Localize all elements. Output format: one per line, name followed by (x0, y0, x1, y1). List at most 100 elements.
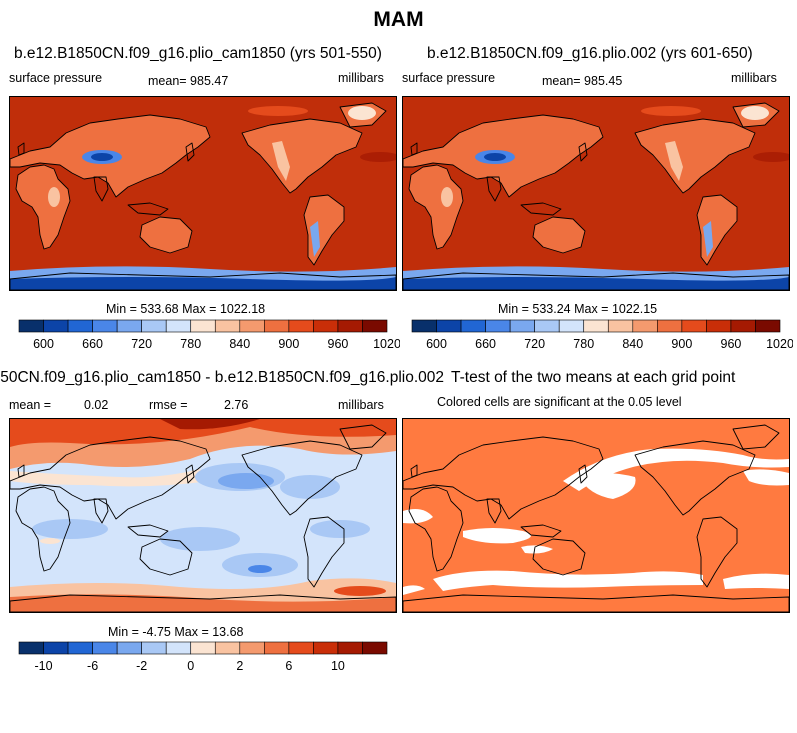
coastline-antarctica (403, 272, 789, 290)
colorbar-tick-label: 600 (426, 337, 447, 351)
panel1-colorbar-svg: 600 660 720 780 840 900 960 1020 (18, 319, 400, 351)
colorbar-box (288, 641, 314, 655)
colorbar-box (362, 641, 388, 655)
colorbar-box (607, 319, 634, 333)
colorbar-tick-label: 660 (82, 337, 103, 351)
panel3-title: b.e12.B1850CN.f09_g16.plio_cam1850 - b.e… (0, 369, 444, 386)
colorbar-box (534, 319, 560, 333)
coastline-southamerica (696, 194, 738, 266)
colorbar-tick-label: 1020 (766, 337, 793, 351)
panel4-subtitle: Colored cells are significant at the 0.0… (437, 395, 682, 409)
not-significant-cells (403, 448, 789, 595)
panel3-minmax: Min = -4.75 Max = 13.68 (108, 625, 244, 639)
colorbar-box (558, 319, 585, 333)
coastline-japan (578, 464, 588, 484)
colorbar-box (411, 319, 437, 333)
coastline-india (486, 176, 502, 202)
panel1-variable-label: surface pressure (9, 71, 103, 85)
coastline-greenland (339, 102, 387, 128)
colorbar-tick-label: 6 (285, 659, 292, 673)
colorbar-box (264, 319, 290, 333)
panel1-units-label: millibars (338, 71, 384, 85)
coastline-southamerica (303, 194, 345, 266)
colorbar-box (583, 319, 609, 333)
colorbar-box (681, 319, 707, 333)
coastline-eurasia (10, 114, 211, 198)
panel3-title-clip: b.e12.B1850CN.f09_g16.plio_cam1850 - b.e… (0, 368, 450, 390)
coastline-eurasia (403, 114, 604, 198)
coastline-india (93, 498, 109, 524)
colorbar-tick-label: -6 (87, 659, 98, 673)
panel3-colorbar-svg: -10 -6 -2 0 2 6 10 (18, 641, 388, 673)
colorbar-boxes (18, 319, 388, 333)
coastline-australia (139, 216, 193, 254)
colorbar-tick-label: -10 (34, 659, 52, 673)
coastline-indonesia (520, 202, 562, 216)
panel3-mean-label: mean = (9, 398, 52, 412)
coastline-greenland (732, 424, 780, 450)
colorbar-boxes (411, 319, 781, 333)
colorbar-box (18, 319, 44, 333)
colorbar-tick-label: 2 (236, 659, 243, 673)
panel2-units-label: millibars (731, 71, 777, 85)
colorbar-tick-label: 900 (671, 337, 692, 351)
coastline-australia (532, 216, 586, 254)
coastline-australia (139, 538, 193, 576)
colorbar-tick-label: 600 (33, 337, 54, 351)
colorbar-box (485, 319, 511, 333)
highland-pressure (48, 106, 376, 257)
colorbar-tick-label: 660 (475, 337, 496, 351)
panel3-units-label: millibars (338, 398, 384, 412)
panel2-mean-label: mean= 985.45 (542, 74, 623, 88)
colorbar-box (288, 319, 314, 333)
colorbar-tick-label: 780 (180, 337, 201, 351)
colorbar-box (730, 319, 756, 333)
coastline-indonesia (520, 524, 562, 538)
colorbar-tick-label: 840 (229, 337, 250, 351)
colorbar-box (116, 319, 142, 333)
colorbar-box (362, 319, 388, 333)
panel3-map (9, 418, 397, 613)
colorbar-box (214, 641, 241, 655)
coastline-southamerica (303, 516, 345, 588)
coastline-india (486, 498, 502, 524)
coastline-greenland (732, 102, 780, 128)
colorbar-box (18, 641, 44, 655)
colorbar-box (43, 641, 69, 655)
diff-field (10, 419, 396, 612)
colorbar-box (264, 641, 290, 655)
coastline-northamerica (241, 440, 363, 516)
colorbar-box (67, 641, 93, 655)
colorbar-box (214, 319, 241, 333)
panel3-map-svg (10, 419, 396, 612)
colorbar-box (190, 319, 216, 333)
colorbar-tick-label: 720 (524, 337, 545, 351)
coastline-southamerica (696, 516, 738, 588)
panel3-colorbar: -10 -6 -2 0 2 6 10 (10, 640, 400, 674)
coastline-africa (408, 164, 464, 250)
colorbar-box (165, 641, 192, 655)
panel2-map-svg (403, 97, 789, 290)
colorbar-box (337, 319, 363, 333)
panel3-rmse-value: 2.76 (224, 398, 249, 412)
coastline-northamerica (241, 118, 363, 194)
coastline-britain (17, 142, 25, 156)
colorbar-box (632, 319, 658, 333)
coastline-japan (185, 464, 195, 484)
coastlines (403, 424, 789, 612)
coastline-northamerica (634, 440, 756, 516)
panel1-title: b.e12.B1850CN.f09_g16.plio_cam1850 (yrs … (14, 45, 382, 62)
colorbar-tick-label: 0 (187, 659, 194, 673)
panel2-colorbar-svg: 600 660 720 780 840 900 960 1020 (411, 319, 793, 351)
colorbar-box (116, 641, 142, 655)
panel2-title: b.e12.B1850CN.f09_g16.plio.002 (yrs 601-… (427, 45, 753, 62)
panel1-map-svg (10, 97, 396, 290)
colorbar-box (165, 319, 192, 333)
colorbar-box (509, 319, 535, 333)
coastline-northamerica (634, 118, 756, 194)
coastline-greenland (339, 424, 387, 450)
colorbar-box (337, 641, 363, 655)
colorbar-box (92, 319, 118, 333)
coastline-eurasia (403, 436, 604, 520)
panel4-map (402, 418, 790, 613)
